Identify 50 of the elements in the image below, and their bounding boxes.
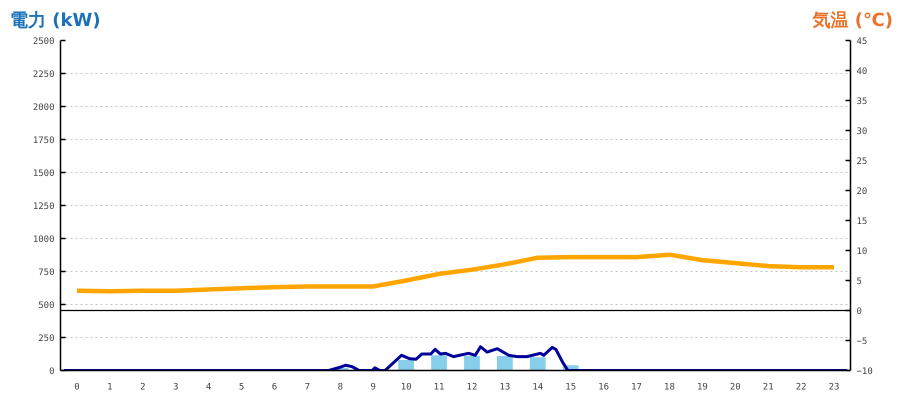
x-tick-label: 18 [664, 382, 675, 392]
y-tick-label: 2250 [32, 70, 55, 80]
y2-tick-label: 20 [856, 187, 868, 197]
x-tick-label: 23 [828, 382, 840, 392]
x-tick-label: 17 [631, 382, 642, 392]
y-tick-label: 1000 [32, 235, 55, 245]
y-tick-label: 1250 [32, 202, 55, 212]
y-tick-label: 1750 [32, 136, 55, 146]
x-tick-label: 10 [400, 382, 412, 392]
x-tick-label: 6 [272, 382, 278, 392]
y2-tick-label: 25 [856, 157, 868, 167]
x-tick-label: 14 [532, 382, 544, 392]
x-tick-label: 22 [796, 382, 807, 392]
x-tick-label: 7 [304, 382, 310, 392]
y-tick-label: 750 [38, 268, 55, 278]
y-tick-label: 500 [38, 301, 55, 311]
y-tick-label: 250 [38, 334, 55, 344]
y2-tick-label: 0 [856, 307, 862, 317]
y2-axis-title: 気温 (℃) [812, 9, 893, 33]
y-tick-label: 2500 [32, 37, 55, 47]
y-tick-label: 1500 [32, 169, 55, 179]
y2-tick-label: −5 [856, 337, 868, 347]
y-axis-title: 電力 (kW) [10, 9, 101, 33]
x-tick-label: 20 [730, 382, 741, 392]
x-tick-label: 4 [206, 382, 212, 392]
y2-tick-label: −10 [856, 367, 873, 377]
line-series [74, 252, 836, 294]
y2-tick-label: 35 [856, 97, 868, 107]
x-tick-label: 8 [338, 382, 344, 392]
x-tick-label: 1 [107, 382, 113, 392]
y-tick-label: 0 [49, 367, 55, 377]
x-tick-label: 5 [238, 382, 244, 392]
y-tick-label: 2000 [32, 103, 55, 113]
y2-tick-label: 10 [856, 247, 868, 257]
x-tick-label: 15 [565, 382, 576, 392]
x-tick-label: 19 [696, 382, 708, 392]
x-tick-label: 2 [140, 382, 146, 392]
x-tick-label: 11 [434, 382, 444, 392]
x-tick-label: 3 [173, 382, 178, 392]
y2-tick-label: 5 [856, 277, 862, 287]
x-tick-label: 0 [74, 382, 80, 392]
y2-tick-label: 45 [856, 37, 868, 47]
y2-tick-label: 40 [856, 67, 868, 77]
y2-tick-label: 30 [856, 127, 868, 137]
x-tick-label: 12 [466, 382, 478, 392]
x-tick-label: 21 [762, 382, 774, 392]
x-tick-label: 13 [499, 382, 510, 392]
x-tick-label: 9 [370, 382, 376, 392]
y2-tick-label: 15 [856, 217, 868, 227]
x-tick-label: 16 [598, 382, 610, 392]
